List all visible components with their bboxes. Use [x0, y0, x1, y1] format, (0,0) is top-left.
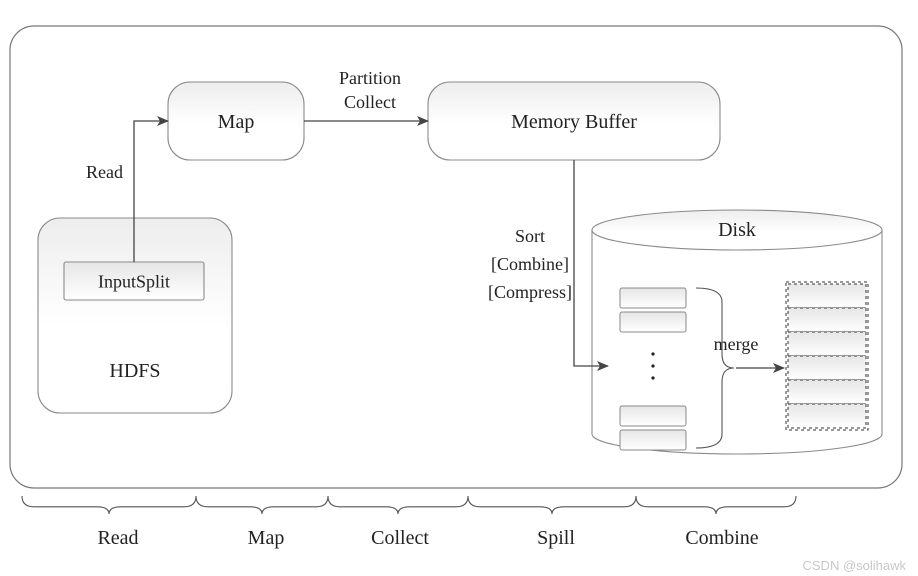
memory-buffer-label: Memory Buffer: [511, 111, 637, 133]
merge-label: merge: [714, 334, 759, 354]
map-label: Map: [218, 111, 255, 133]
disk-merged-file: [786, 282, 868, 430]
partition-label: Partition: [339, 68, 401, 88]
collect-label: Collect: [344, 92, 396, 112]
phase-label: Read: [97, 527, 138, 549]
watermark: CSDN @solihawk: [803, 558, 907, 573]
combine-opt-label: [Combine]: [491, 254, 569, 274]
disk-label: Disk: [718, 219, 756, 241]
inputsplit-label: InputSplit: [98, 271, 170, 291]
phase-brackets: Read Map Collect Spill Combine: [22, 496, 796, 549]
phase-label: Collect: [371, 527, 429, 549]
phase-label: Combine: [685, 527, 758, 549]
phase-label: Spill: [537, 527, 575, 549]
sort-label: Sort: [515, 226, 545, 246]
read-edge-label: Read: [86, 162, 123, 182]
hdfs-node: [38, 218, 232, 413]
diagram-canvas: HDFS InputSplit Map Memory Buffer Disk R…: [0, 0, 918, 576]
phase-label: Map: [248, 527, 285, 549]
compress-opt-label: [Compress]: [488, 282, 572, 302]
hdfs-label: HDFS: [109, 360, 160, 382]
